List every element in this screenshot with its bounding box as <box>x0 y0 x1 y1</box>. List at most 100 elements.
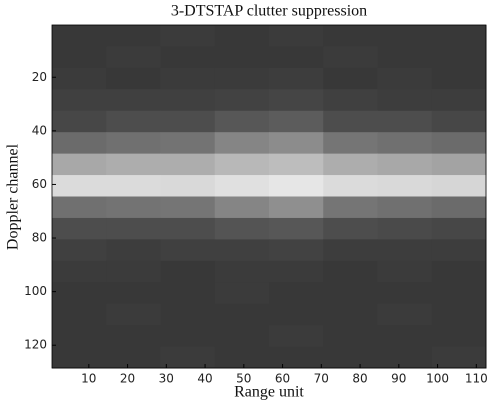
x-tick-label: 40 <box>197 372 212 386</box>
heat-cell <box>160 132 216 155</box>
heat-cell <box>214 303 270 326</box>
heat-cell <box>214 132 270 155</box>
heat-cell <box>269 67 324 90</box>
heat-cell <box>377 217 433 240</box>
heat-cell <box>269 217 324 240</box>
heat-cell <box>323 282 378 305</box>
x-tick-label: 70 <box>314 372 329 386</box>
heat-cell <box>431 67 487 90</box>
heat-cell <box>431 346 487 369</box>
heat-cell <box>214 89 270 112</box>
heat-cell <box>323 303 378 326</box>
heat-cell <box>106 217 161 240</box>
heat-cell <box>377 89 433 112</box>
heat-cell <box>52 196 107 219</box>
heat-cell <box>106 303 161 326</box>
heat-cell <box>214 282 270 305</box>
heat-cell <box>323 25 378 47</box>
heat-cell <box>52 175 107 197</box>
heat-cell <box>52 217 107 240</box>
heat-cell <box>160 217 216 240</box>
x-tick-label: 80 <box>352 372 367 386</box>
heat-cell <box>106 110 161 133</box>
heat-cell <box>269 325 324 348</box>
heat-cell <box>323 325 378 348</box>
heat-cell <box>52 89 107 112</box>
x-tick-label: 50 <box>236 372 251 386</box>
heat-cell <box>377 67 433 90</box>
heat-cell <box>214 239 270 262</box>
heat-cell <box>269 282 324 305</box>
y-tick-label: 120 <box>24 338 47 352</box>
heat-cell <box>431 303 487 326</box>
heat-cell <box>52 239 107 262</box>
heat-cell <box>377 325 433 348</box>
heat-cell <box>52 260 107 283</box>
heat-cell <box>269 239 324 262</box>
heat-cell <box>160 89 216 112</box>
heat-cell <box>214 175 270 197</box>
y-axis-label: Doppler channel <box>5 143 22 250</box>
heat-cell <box>323 67 378 90</box>
heat-cell <box>52 153 107 176</box>
heat-cell <box>269 132 324 155</box>
heat-cell <box>377 25 433 47</box>
heat-cell <box>377 175 433 197</box>
x-tick-label: 90 <box>391 372 406 386</box>
heat-cell <box>106 196 161 219</box>
heat-cell <box>377 110 433 133</box>
x-tick-label: 110 <box>465 372 488 386</box>
x-tick-label: 10 <box>81 372 96 386</box>
x-axis-label: Range unit <box>234 384 304 401</box>
heat-cell <box>214 346 270 369</box>
heat-cell <box>214 217 270 240</box>
heat-cell <box>214 25 270 47</box>
heat-cell <box>431 196 487 219</box>
heat-cell <box>106 132 161 155</box>
heat-cell <box>431 175 487 197</box>
heat-cell <box>160 67 216 90</box>
heat-cell <box>377 196 433 219</box>
heat-cell <box>269 196 324 219</box>
heat-cell <box>323 346 378 369</box>
heat-cell <box>377 303 433 326</box>
heat-cell <box>160 239 216 262</box>
heat-cell <box>52 46 107 69</box>
heat-cell <box>106 282 161 305</box>
heat-cell <box>160 110 216 133</box>
heat-cell <box>269 46 324 69</box>
heat-cell <box>323 260 378 283</box>
y-tick-label: 80 <box>32 231 47 245</box>
heat-cell <box>52 110 107 133</box>
heat-cell <box>160 303 216 326</box>
heat-cell <box>431 110 487 133</box>
heat-cell <box>52 282 107 305</box>
heat-cell <box>431 325 487 348</box>
heat-cell <box>52 132 107 155</box>
heat-cell <box>269 153 324 176</box>
x-tick-label: 30 <box>159 372 174 386</box>
heat-cell <box>214 110 270 133</box>
heat-cell <box>323 110 378 133</box>
heat-cell <box>160 153 216 176</box>
heat-cell <box>106 25 161 47</box>
heat-cell <box>323 153 378 176</box>
chart-title: 3-DTSTAP clutter suppression <box>171 3 367 20</box>
heat-cell <box>106 346 161 369</box>
heat-cell <box>160 46 216 69</box>
heat-cell <box>323 46 378 69</box>
heat-cell <box>106 89 161 112</box>
heat-cell <box>431 89 487 112</box>
y-tick-label: 60 <box>32 177 47 191</box>
heat-cell <box>431 282 487 305</box>
heat-cell <box>214 260 270 283</box>
heat-cell <box>160 196 216 219</box>
x-tick-label: 20 <box>120 372 135 386</box>
heat-cell <box>377 132 433 155</box>
heat-cell <box>269 303 324 326</box>
heat-cell <box>377 239 433 262</box>
heat-cell <box>431 153 487 176</box>
heat-cell <box>377 282 433 305</box>
y-tick-label: 20 <box>32 70 47 84</box>
heat-cell <box>431 46 487 69</box>
